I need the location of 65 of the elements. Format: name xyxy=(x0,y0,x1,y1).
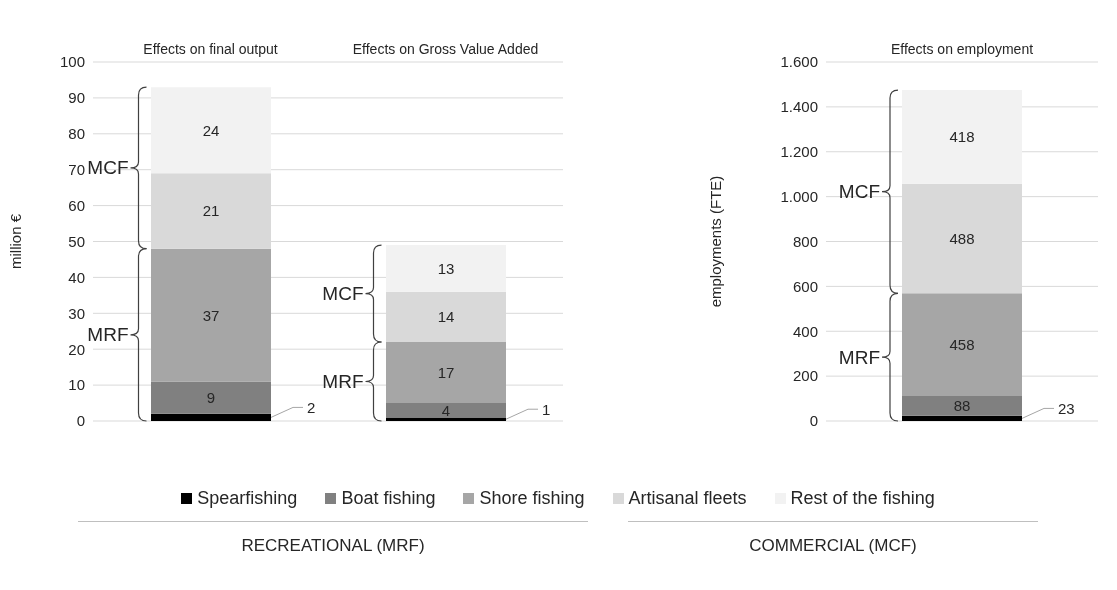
y-tick-label: 400 xyxy=(792,322,818,340)
bar xyxy=(151,413,271,421)
y-tick-label: 70 xyxy=(68,161,85,179)
text: MRF xyxy=(838,346,880,368)
bar xyxy=(151,381,271,414)
data-label: 21 xyxy=(202,202,220,220)
y-tick-label: 20 xyxy=(68,340,85,358)
annotation: MRF xyxy=(87,324,129,346)
y-tick-label: 90 xyxy=(68,89,85,107)
y-tick-label: 50 xyxy=(68,232,85,250)
y-axis-title: employments (FTE) xyxy=(707,175,725,308)
x-tick-label: Effects on final output xyxy=(143,41,278,57)
legend-label: Shore fishing xyxy=(479,488,585,509)
data-label: 458 xyxy=(949,336,975,354)
data-label: 24 xyxy=(202,121,220,139)
bar xyxy=(386,342,506,404)
y-tick-label: 1.000 xyxy=(780,187,818,205)
text: MCF xyxy=(838,181,880,203)
bar xyxy=(902,293,1022,397)
y-tick-label: 40 xyxy=(68,268,85,286)
legend-label: Rest of the fishing xyxy=(790,488,935,509)
y-tick-label: 80 xyxy=(68,125,85,143)
data-label: 88 xyxy=(953,397,971,415)
bar xyxy=(151,87,271,174)
data-label: 9 xyxy=(206,389,216,407)
data-label: 418 xyxy=(949,128,975,146)
data-label: 1 xyxy=(542,400,551,418)
y-tick-label: 1.200 xyxy=(780,143,818,161)
y-tick-label: 30 xyxy=(68,304,85,322)
y-axis-title: million € xyxy=(7,213,25,270)
x-tick-label: Effects on Gross Value Added xyxy=(352,41,539,57)
data-label: 23 xyxy=(1058,399,1075,417)
bar xyxy=(386,403,506,418)
annotation: MCF xyxy=(322,283,364,305)
data-label: 14 xyxy=(437,308,455,326)
y-tick-label: 200 xyxy=(792,367,818,385)
bar xyxy=(902,415,1022,421)
y-tick-label: 100 xyxy=(59,53,85,71)
legend-label: Boat fishing xyxy=(341,488,436,509)
y-tick-label: 800 xyxy=(792,232,818,250)
data-label: 37 xyxy=(202,306,220,324)
y-tick-label: 60 xyxy=(68,196,85,214)
y-tick-label: 0 xyxy=(76,412,85,430)
text: RECREATIONAL (MRF) xyxy=(241,536,425,555)
annotation: MCF xyxy=(87,157,129,179)
y-tick-label: 10 xyxy=(68,376,85,394)
legend-label: Artisanal fleets xyxy=(628,488,747,509)
y-tick-label: 1.400 xyxy=(780,98,818,116)
y-tick-label: 1.600 xyxy=(780,53,818,71)
annotation: MRF xyxy=(322,371,364,393)
bar xyxy=(902,90,1022,184)
data-label: 13 xyxy=(437,259,455,277)
y-tick-label: 600 xyxy=(792,277,818,295)
data-label: 488 xyxy=(949,230,975,248)
legend-label: Spearfishing xyxy=(197,488,298,509)
data-label: 2 xyxy=(307,398,316,416)
bar xyxy=(151,248,271,382)
y-tick-label: 0 xyxy=(809,412,818,430)
text: COMMERCIAL (MCF) xyxy=(749,536,917,555)
bar xyxy=(902,396,1022,416)
bar xyxy=(386,417,506,421)
data-label: 17 xyxy=(437,364,455,382)
x-tick-label: Effects on employment xyxy=(890,41,1034,57)
data-label: 4 xyxy=(441,401,451,419)
bar xyxy=(386,245,506,292)
